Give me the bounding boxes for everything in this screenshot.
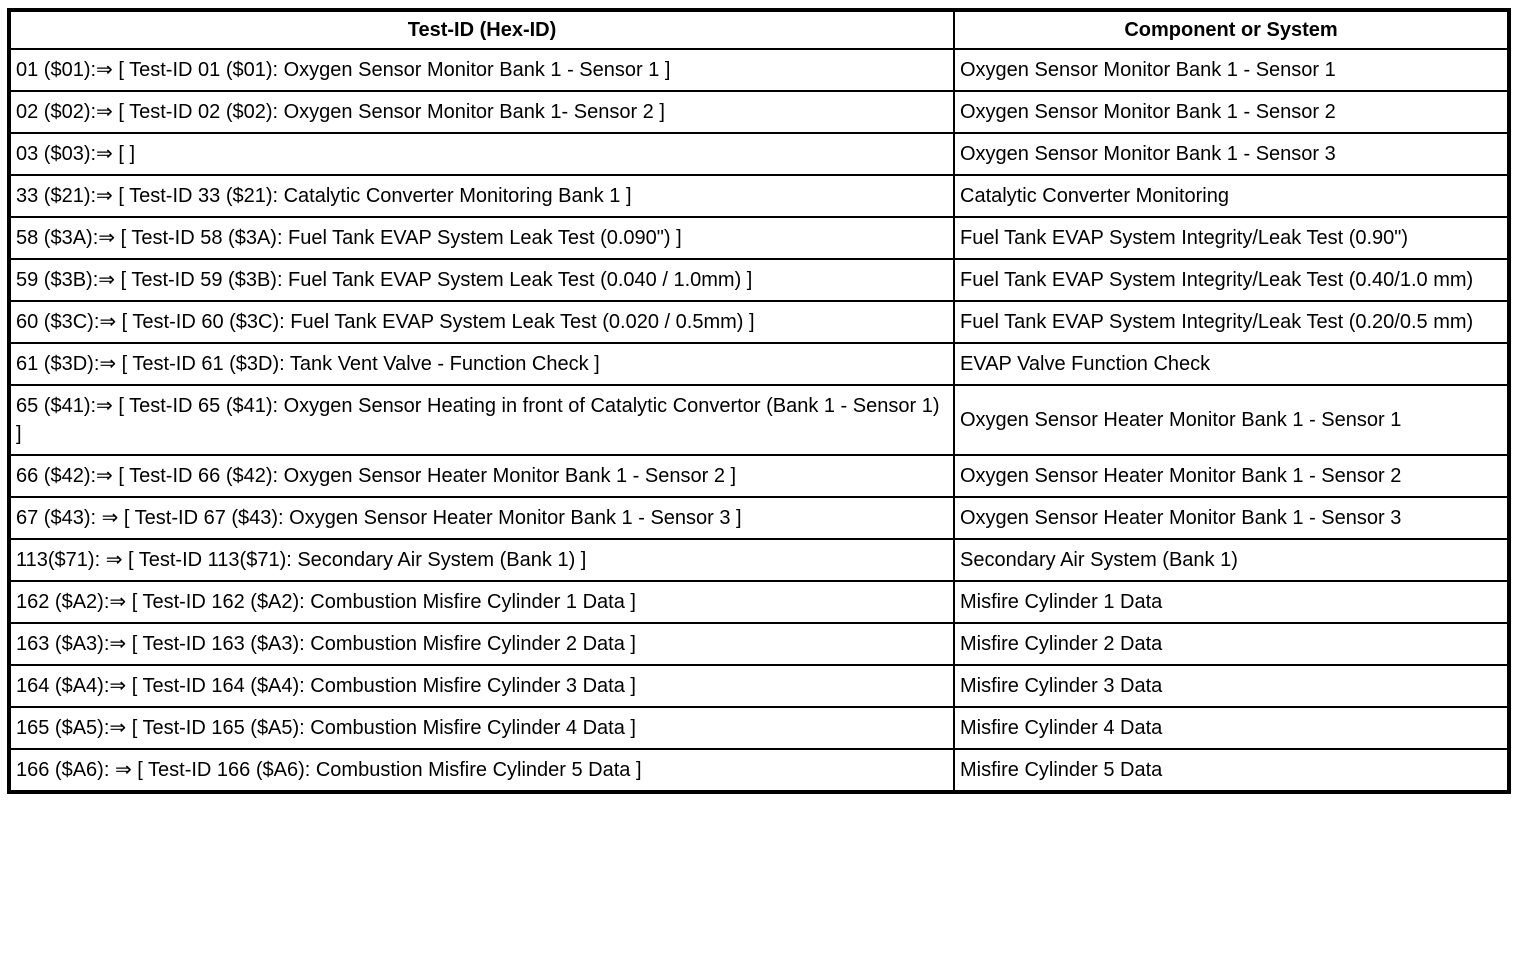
test-id-cell: 113($71): ⇒ [ Test-ID 113($71): Secondar…	[8, 538, 955, 582]
table-row: 60 ($3C):⇒ [ Test-ID 60 ($3C): Fuel Tank…	[8, 300, 1510, 344]
component-cell: EVAP Valve Function Check	[953, 342, 1510, 386]
table-row: 162 ($A2):⇒ [ Test-ID 162 ($A2): Combust…	[8, 580, 1510, 624]
component-cell: Oxygen Sensor Heater Monitor Bank 1 - Se…	[953, 496, 1510, 540]
test-id-cell: 02 ($02):⇒ [ Test-ID 02 ($02): Oxygen Se…	[8, 90, 955, 134]
column-header-test-id: Test-ID (Hex-ID)	[8, 9, 955, 50]
component-cell: Fuel Tank EVAP System Integrity/Leak Tes…	[953, 216, 1510, 260]
test-id-cell: 66 ($42):⇒ [ Test-ID 66 ($42): Oxygen Se…	[8, 454, 955, 498]
table-row: 33 ($21):⇒ [ Test-ID 33 ($21): Catalytic…	[8, 174, 1510, 218]
test-id-cell: 01 ($01):⇒ [ Test-ID 01 ($01): Oxygen Se…	[8, 48, 955, 92]
table-row: 66 ($42):⇒ [ Test-ID 66 ($42): Oxygen Se…	[8, 454, 1510, 498]
test-id-cell: 65 ($41):⇒ [ Test-ID 65 ($41): Oxygen Se…	[8, 384, 955, 456]
column-header-component: Component or System	[953, 9, 1510, 50]
component-cell: Oxygen Sensor Monitor Bank 1 - Sensor 1	[953, 48, 1510, 92]
test-id-cell: 166 ($A6): ⇒ [ Test-ID 166 ($A6): Combus…	[8, 748, 955, 793]
test-id-cell: 59 ($3B):⇒ [ Test-ID 59 ($3B): Fuel Tank…	[8, 258, 955, 302]
component-cell: Misfire Cylinder 3 Data	[953, 664, 1510, 708]
component-cell: Oxygen Sensor Heater Monitor Bank 1 - Se…	[953, 384, 1510, 456]
component-cell: Secondary Air System (Bank 1)	[953, 538, 1510, 582]
table-row: 03 ($03):⇒ [ ] Oxygen Sensor Monitor Ban…	[8, 132, 1510, 176]
test-id-cell: 33 ($21):⇒ [ Test-ID 33 ($21): Catalytic…	[8, 174, 955, 218]
table-row: 164 ($A4):⇒ [ Test-ID 164 ($A4): Combust…	[8, 664, 1510, 708]
component-cell: Misfire Cylinder 4 Data	[953, 706, 1510, 750]
test-id-cell: 163 ($A3):⇒ [ Test-ID 163 ($A3): Combust…	[8, 622, 955, 666]
test-id-table: Test-ID (Hex-ID) Component or System 01 …	[7, 8, 1511, 794]
table-row: 166 ($A6): ⇒ [ Test-ID 166 ($A6): Combus…	[8, 748, 1510, 793]
component-cell: Catalytic Converter Monitoring	[953, 174, 1510, 218]
component-cell: Misfire Cylinder 1 Data	[953, 580, 1510, 624]
table-row: 163 ($A3):⇒ [ Test-ID 163 ($A3): Combust…	[8, 622, 1510, 666]
test-id-cell: 58 ($3A):⇒ [ Test-ID 58 ($3A): Fuel Tank…	[8, 216, 955, 260]
table-body: 01 ($01):⇒ [ Test-ID 01 ($01): Oxygen Se…	[8, 48, 1510, 793]
test-id-cell: 162 ($A2):⇒ [ Test-ID 162 ($A2): Combust…	[8, 580, 955, 624]
table-row: 58 ($3A):⇒ [ Test-ID 58 ($3A): Fuel Tank…	[8, 216, 1510, 260]
table-row: 67 ($43): ⇒ [ Test-ID 67 ($43): Oxygen S…	[8, 496, 1510, 540]
component-cell: Oxygen Sensor Heater Monitor Bank 1 - Se…	[953, 454, 1510, 498]
header-row: Test-ID (Hex-ID) Component or System	[8, 9, 1510, 50]
component-cell: Misfire Cylinder 2 Data	[953, 622, 1510, 666]
component-cell: Fuel Tank EVAP System Integrity/Leak Tes…	[953, 258, 1510, 302]
test-id-cell: 61 ($3D):⇒ [ Test-ID 61 ($3D): Tank Vent…	[8, 342, 955, 386]
component-cell: Oxygen Sensor Monitor Bank 1 - Sensor 3	[953, 132, 1510, 176]
table-row: 165 ($A5):⇒ [ Test-ID 165 ($A5): Combust…	[8, 706, 1510, 750]
test-id-cell: 165 ($A5):⇒ [ Test-ID 165 ($A5): Combust…	[8, 706, 955, 750]
table-row: 113($71): ⇒ [ Test-ID 113($71): Secondar…	[8, 538, 1510, 582]
test-id-cell: 60 ($3C):⇒ [ Test-ID 60 ($3C): Fuel Tank…	[8, 300, 955, 344]
component-cell: Misfire Cylinder 5 Data	[953, 748, 1510, 793]
test-id-cell: 164 ($A4):⇒ [ Test-ID 164 ($A4): Combust…	[8, 664, 955, 708]
component-cell: Fuel Tank EVAP System Integrity/Leak Tes…	[953, 300, 1510, 344]
component-cell: Oxygen Sensor Monitor Bank 1 - Sensor 2	[953, 90, 1510, 134]
table-row: 02 ($02):⇒ [ Test-ID 02 ($02): Oxygen Se…	[8, 90, 1510, 134]
test-id-cell: 67 ($43): ⇒ [ Test-ID 67 ($43): Oxygen S…	[8, 496, 955, 540]
test-id-cell: 03 ($03):⇒ [ ]	[8, 132, 955, 176]
table-row: 59 ($3B):⇒ [ Test-ID 59 ($3B): Fuel Tank…	[8, 258, 1510, 302]
table-row: 61 ($3D):⇒ [ Test-ID 61 ($3D): Tank Vent…	[8, 342, 1510, 386]
table-row: 01 ($01):⇒ [ Test-ID 01 ($01): Oxygen Se…	[8, 48, 1510, 92]
table-row: 65 ($41):⇒ [ Test-ID 65 ($41): Oxygen Se…	[8, 384, 1510, 456]
